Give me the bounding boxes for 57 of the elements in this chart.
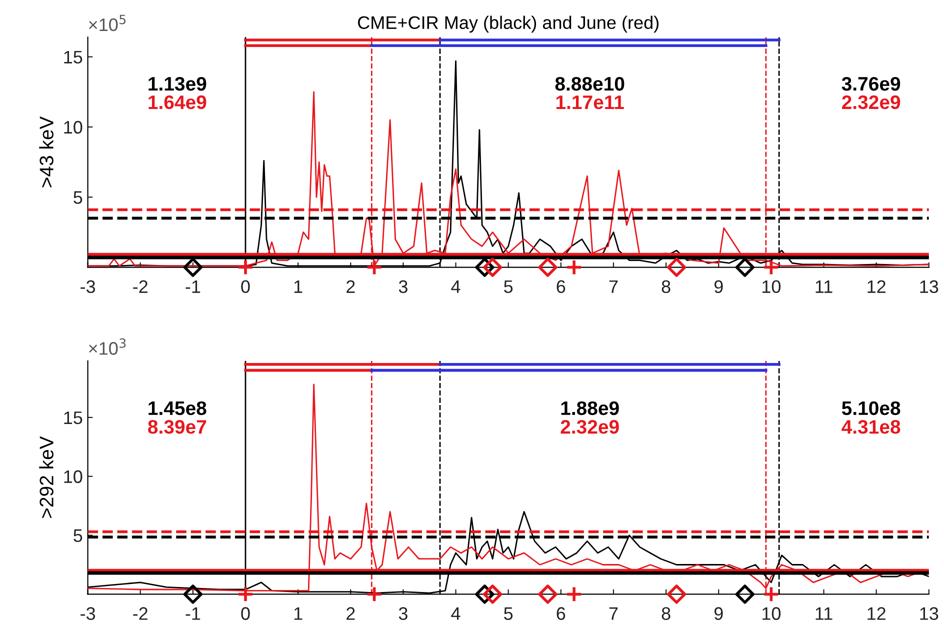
annotation: 5.10e8 [842, 401, 900, 416]
chart-title: CME+CIR May (black) and June (red) [358, 16, 658, 33]
y-tick-label: 10 [64, 120, 82, 134]
x-tick-label: 3 [398, 607, 408, 620]
x-tick-label: 8 [662, 607, 670, 620]
x-tick-label: 6 [556, 280, 566, 294]
annotation: 1.17e11 [556, 96, 624, 110]
x-tick-label: -3 [80, 280, 96, 294]
annotation: 8.39e7 [148, 420, 206, 434]
x-tick-label: 6 [556, 607, 566, 620]
x-tick-label: -1 [186, 280, 200, 293]
annotation: 1.13e9 [148, 76, 206, 91]
y-tick-label: 10 [64, 470, 82, 484]
x-tick-label: 7 [609, 607, 618, 620]
x-tick-label: 11 [816, 607, 832, 620]
x-tick-label: 1 [294, 607, 302, 620]
x-tick-label: -2 [133, 280, 148, 293]
text: ×10$^{5}$ [89, 14, 126, 32]
x-tick-label: 10 [762, 280, 781, 294]
x-tick-label: -3 [80, 607, 96, 620]
x-tick-label: 5 [504, 280, 513, 294]
x-tick-label: 12 [868, 607, 886, 620]
annotation: 3.76e9 [842, 76, 900, 91]
x-tick-label: 12 [868, 280, 886, 293]
annotation: 2.32e9 [842, 95, 900, 110]
annotation: 8.88e10 [555, 76, 624, 91]
x-tick-label: -2 [133, 607, 148, 620]
x-tick-label: 9 [714, 607, 723, 620]
x-tick-label: 4 [451, 607, 460, 620]
x-tick-label: 13 [920, 280, 938, 294]
x-tick-label: 9 [714, 280, 723, 294]
y-tick-label: 15 [64, 412, 82, 424]
x-tick-label: 2 [346, 607, 355, 620]
y-tick-label: 5 [74, 191, 82, 204]
y-tick-label: 15 [64, 50, 82, 64]
text: ×10$^{3}$ [89, 338, 126, 355]
x-tick-label: 4 [451, 280, 460, 293]
annotation: 4.31e8 [842, 420, 900, 434]
x-tick-label: -1 [186, 607, 200, 620]
x-tick-label: 8 [662, 280, 670, 294]
x-tick-label: 13 [920, 607, 938, 620]
x-tick-label: 7 [609, 280, 618, 293]
annotation: 1.45e8 [148, 401, 206, 416]
x-tick-label: 5 [504, 607, 513, 620]
x-tick-label: 2 [346, 280, 355, 293]
y-axis-title: >292 keV [39, 436, 54, 518]
annotation: 1.88e9 [561, 401, 619, 416]
annotation: 1.64e9 [148, 95, 206, 110]
x-tick-label: 3 [398, 280, 408, 294]
y-axis-title: >43 keV [39, 116, 54, 188]
annotation: 2.32e9 [560, 420, 619, 434]
x-tick-label: 1 [294, 280, 302, 293]
x-tick-label: 0 [241, 607, 250, 620]
x-tick-label: 11 [816, 280, 832, 293]
x-tick-label: 10 [762, 607, 781, 620]
y-tick-label: 5 [74, 529, 82, 542]
x-tick-label: 0 [241, 280, 250, 294]
